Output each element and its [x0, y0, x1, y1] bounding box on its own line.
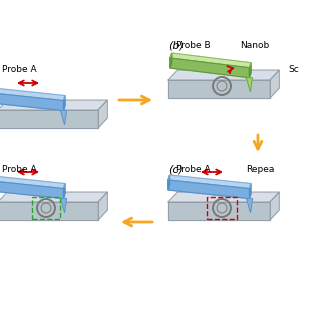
- Bar: [32, 197, 60, 219]
- Polygon shape: [98, 192, 107, 220]
- Polygon shape: [64, 96, 65, 111]
- Polygon shape: [60, 111, 67, 124]
- Text: Nanob: Nanob: [240, 41, 269, 50]
- Polygon shape: [0, 110, 98, 128]
- Polygon shape: [98, 100, 107, 128]
- Polygon shape: [270, 192, 279, 220]
- Text: Probe A: Probe A: [2, 65, 36, 74]
- Polygon shape: [0, 175, 65, 188]
- Polygon shape: [250, 184, 251, 199]
- Polygon shape: [168, 202, 270, 220]
- Polygon shape: [168, 175, 251, 188]
- Polygon shape: [168, 80, 270, 98]
- Polygon shape: [170, 53, 251, 68]
- Polygon shape: [246, 199, 252, 212]
- Polygon shape: [0, 180, 64, 199]
- Polygon shape: [0, 100, 107, 110]
- Polygon shape: [168, 192, 279, 202]
- Polygon shape: [249, 63, 251, 78]
- Text: (b): (b): [168, 40, 184, 50]
- Polygon shape: [0, 92, 64, 111]
- Polygon shape: [168, 70, 279, 80]
- Polygon shape: [170, 58, 249, 78]
- Polygon shape: [60, 199, 67, 212]
- Polygon shape: [170, 53, 172, 68]
- Polygon shape: [168, 175, 170, 190]
- Polygon shape: [270, 70, 279, 98]
- Polygon shape: [246, 78, 252, 92]
- Polygon shape: [0, 192, 107, 202]
- Text: Repea: Repea: [246, 165, 274, 174]
- Text: Sc: Sc: [288, 65, 299, 74]
- Text: Probe A: Probe A: [2, 165, 36, 174]
- Polygon shape: [168, 180, 250, 199]
- Polygon shape: [0, 202, 98, 220]
- Text: Probe A: Probe A: [176, 165, 211, 174]
- Text: (c): (c): [168, 164, 183, 174]
- Polygon shape: [64, 184, 65, 199]
- Text: Probe B: Probe B: [176, 41, 211, 50]
- Bar: [207, 197, 237, 219]
- Polygon shape: [0, 87, 65, 100]
